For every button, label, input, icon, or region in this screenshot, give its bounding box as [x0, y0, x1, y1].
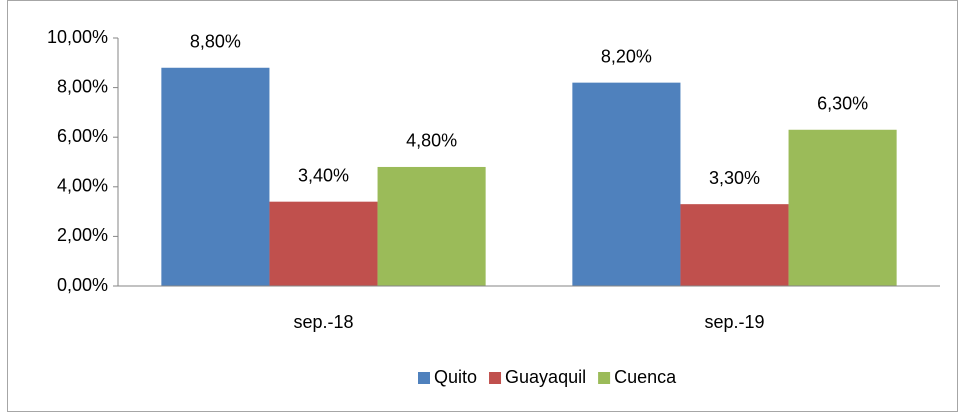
y-tick-label: 8,00%: [57, 76, 108, 96]
bar: [788, 129, 897, 286]
value-label: 3,30%: [709, 168, 760, 188]
legend-label: Guayaquil: [505, 367, 586, 387]
y-tick-label: 6,00%: [57, 126, 108, 146]
bar: [680, 204, 789, 286]
legend-swatch: [418, 372, 430, 384]
bar: [377, 166, 486, 286]
y-tick-label: 2,00%: [57, 225, 108, 245]
value-label: 8,80%: [190, 32, 241, 52]
x-tick-label: sep.-19: [704, 312, 764, 332]
y-tick-label: 10,00%: [47, 27, 108, 47]
value-label: 8,20%: [601, 46, 652, 66]
bar: [161, 67, 270, 286]
x-tick-label: sep.-18: [293, 312, 353, 332]
legend-label: Cuenca: [614, 367, 677, 387]
legend-swatch: [489, 372, 502, 384]
legend-label: Quito: [434, 367, 477, 387]
bar: [572, 82, 681, 286]
bar: [269, 201, 378, 286]
value-label: 3,40%: [298, 165, 349, 185]
value-label: 4,80%: [406, 131, 457, 151]
y-tick-label: 4,00%: [57, 176, 108, 196]
y-tick-label: 0,00%: [57, 275, 108, 295]
legend-swatch: [598, 372, 611, 384]
value-label: 6,30%: [817, 94, 868, 114]
